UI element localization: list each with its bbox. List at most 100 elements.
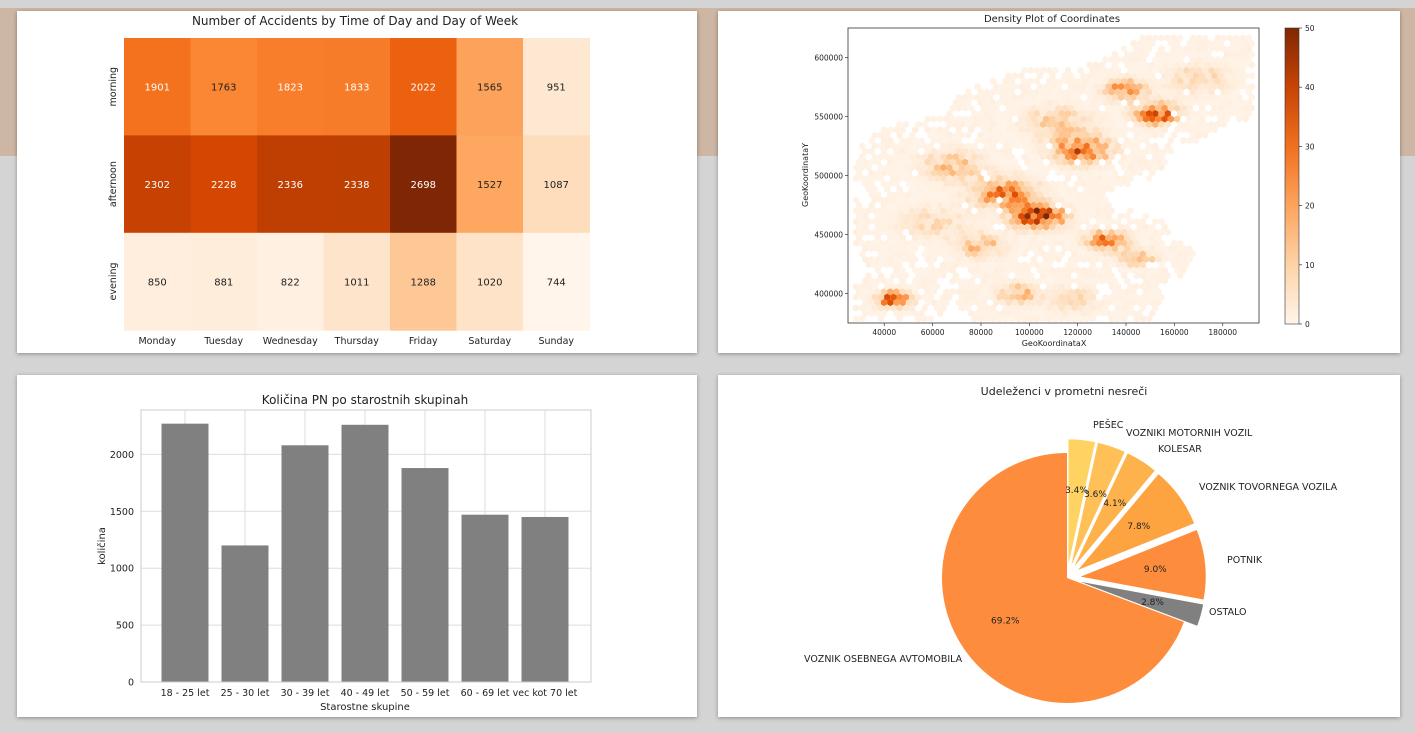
hexbin-cell: [1008, 196, 1015, 204]
hexbin-cell: [1111, 115, 1118, 123]
hexbin-cell: [1018, 72, 1025, 80]
hexbin-cell: [912, 201, 919, 209]
hexbin-cell: [1080, 126, 1087, 134]
hexbin-cell: [1083, 207, 1090, 215]
hexbin-cell: [962, 93, 969, 101]
hexbin-cell: [1133, 120, 1140, 128]
hexbin-cell: [1027, 293, 1034, 301]
hexbin-cell: [962, 288, 969, 296]
hexbin-cell: [1008, 142, 1015, 150]
heatmap-cell-value: 1901: [145, 83, 170, 94]
hexbin-cell: [1117, 266, 1125, 274]
hexbin-cell: [1127, 282, 1134, 290]
hexbin-cell: [980, 245, 987, 253]
hexbin-cell: [1089, 110, 1097, 118]
hexbin-cell: [852, 239, 860, 247]
hexbin-cell: [1011, 201, 1019, 209]
hexbin-cell: [990, 88, 997, 96]
hexbin-cell: [977, 250, 984, 258]
hexbin-cell: [1086, 147, 1093, 155]
hexbin-cell: [1183, 77, 1190, 85]
hexbin-cell: [949, 115, 956, 123]
hexbin-cell: [1136, 309, 1143, 317]
hexbin-cell: [1011, 72, 1019, 80]
hexbin-cell: [862, 180, 869, 188]
hexbin-cell: [1096, 228, 1103, 236]
hexbin-cell: [993, 299, 1000, 307]
hexbin-cell: [1043, 180, 1050, 188]
hexbin-cell: [1174, 50, 1181, 58]
hexbin-cell: [1011, 83, 1019, 91]
hexbin-cell: [1145, 272, 1153, 280]
hexbin-cell: [918, 277, 925, 285]
hexbin-cell: [1071, 304, 1078, 312]
hexbin-cell: [1089, 261, 1097, 269]
hexbin-cell: [937, 115, 944, 123]
hexbin-cell: [1142, 104, 1150, 112]
hexbin-cell: [937, 180, 944, 188]
hexbin-cell: [1083, 218, 1090, 226]
hexbin-cell: [1086, 245, 1093, 253]
hexbin-cell: [1164, 88, 1171, 96]
hexbin-cell: [1089, 196, 1097, 204]
hexbin-cell: [937, 147, 944, 155]
hexbin-cell: [1133, 45, 1140, 53]
hexbin-cell: [1071, 131, 1078, 139]
hexbin-cell: [1155, 299, 1162, 307]
hexbin-cell: [1142, 39, 1150, 47]
hexbin-cell: [1077, 293, 1084, 301]
hexbin-cell: [962, 191, 969, 199]
hexbin-cell: [1033, 185, 1040, 193]
hexbin-cell: [1236, 83, 1243, 91]
bar: [281, 445, 329, 682]
hexbin-cell: [927, 228, 934, 236]
hexbin-cell: [977, 131, 984, 139]
hexbin-cell: [893, 180, 900, 188]
hexbin-cell: [1021, 174, 1028, 182]
hexbin-cell: [1142, 255, 1150, 263]
hexbin-cell: [1121, 131, 1128, 139]
hexbin-cell: [980, 299, 987, 307]
hexbin-cell: [893, 223, 900, 231]
hexbin-cell: [896, 196, 903, 204]
pie-slice: [1078, 474, 1195, 570]
hexbin-cell: [1142, 158, 1150, 166]
hexbin-cell: [1198, 72, 1206, 80]
hexbin-cell: [884, 207, 891, 215]
hexbin-cell: [1214, 99, 1221, 107]
hexbin-cell: [1142, 288, 1150, 296]
hexbin-cell: [871, 185, 878, 193]
heatmap-x-label: Tuesday: [203, 336, 243, 347]
pie-slice-label: POTNIK: [1227, 555, 1263, 566]
hexbin-cell: [880, 180, 888, 188]
hexbin-cell: [896, 142, 903, 150]
hexbin-cell: [977, 218, 984, 226]
hexbin-cell: [1217, 61, 1224, 69]
hexbin-cell: [1030, 234, 1037, 242]
hexbin-cell: [1174, 72, 1181, 80]
hexbin-cell: [1080, 104, 1087, 112]
hexbin-cell: [1149, 158, 1156, 166]
hexbin-cell: [1052, 196, 1059, 204]
hexbin-cell: [1139, 99, 1146, 107]
hexbin-cell: [1005, 255, 1012, 263]
hexbin-cell: [1230, 50, 1237, 58]
hexbin-cell: [915, 239, 922, 247]
hexbin-cell: [955, 288, 962, 296]
hexbin-cell: [896, 153, 903, 161]
hexbin-cell: [1102, 261, 1109, 269]
hexbin-cell: [1024, 266, 1031, 274]
hexbin-cell: [1043, 288, 1050, 296]
hexbin-cell: [1077, 304, 1084, 312]
heatmap-cell-value: 744: [547, 278, 566, 289]
hexbin-cell: [965, 293, 972, 301]
hexbin-cell: [1011, 266, 1019, 274]
hexbin-cell: [958, 261, 966, 269]
hexbin-cell: [1008, 110, 1015, 118]
hexbin-cell: [1039, 218, 1047, 226]
hexbin-cell: [1111, 72, 1118, 80]
hexbin-cell: [968, 266, 975, 274]
hexbin-cell: [1033, 99, 1040, 107]
hexbin-cell: [1127, 174, 1134, 182]
hexbin-cell: [1052, 153, 1059, 161]
